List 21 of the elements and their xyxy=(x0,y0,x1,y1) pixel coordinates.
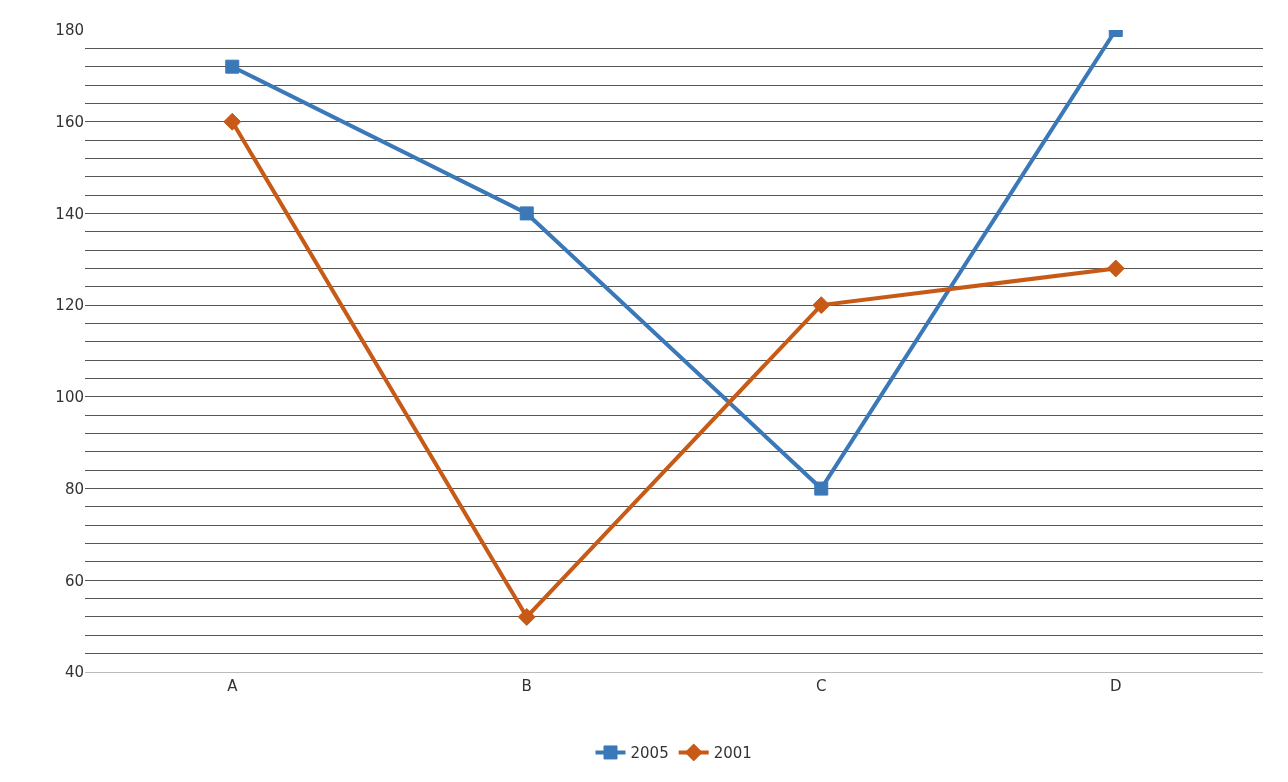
x-tick-label: C xyxy=(816,677,827,695)
y-tick-label: 60 xyxy=(64,571,84,590)
point xyxy=(225,59,240,74)
y-tick-label: 40 xyxy=(64,663,84,682)
y-tick-label: 120 xyxy=(55,296,84,315)
y-tick-label: 80 xyxy=(64,479,84,498)
x-tick-label: B xyxy=(521,677,532,695)
y-tick-label: 160 xyxy=(55,112,84,131)
point xyxy=(1106,259,1125,278)
y-tick-label: 100 xyxy=(55,388,84,407)
x-tick-label: A xyxy=(227,677,239,695)
x-tick-label: D xyxy=(1109,677,1122,695)
point xyxy=(223,112,242,131)
point xyxy=(814,481,829,496)
y-tick-label: 140 xyxy=(55,204,84,223)
point xyxy=(812,296,831,315)
legend-label: 2001 xyxy=(713,744,752,763)
y-tick-label: 180 xyxy=(55,21,84,40)
point xyxy=(519,206,534,221)
legend-label: 2005 xyxy=(630,744,669,763)
point xyxy=(517,608,536,626)
